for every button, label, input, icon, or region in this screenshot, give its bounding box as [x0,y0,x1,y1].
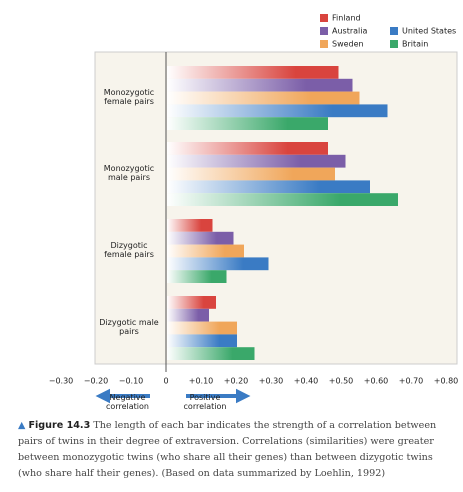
annotation: Negative correlation [106,393,149,411]
bar [167,296,216,309]
x-tick-label: +0.80 [434,377,459,386]
x-tick-label: −0.10 [119,377,144,386]
legend-swatch [320,40,328,48]
bar [167,219,213,232]
bar [167,91,360,105]
legend-label: Sweden [332,40,364,49]
figure-label: Figure 14.3 [28,420,91,431]
bar [167,270,227,283]
bar [167,244,244,258]
x-tick-label: +0.50 [329,377,354,386]
bar [167,142,328,155]
bar [167,167,335,181]
bar [167,78,353,92]
category-label: Monozygotic male pairs [103,164,155,182]
x-tick-label: +0.40 [294,377,319,386]
legend-label: United States [402,27,456,36]
legend-label: Australia [332,27,367,36]
legend-swatch [320,14,328,22]
x-tick-label: +0.10 [189,377,214,386]
category-label: Dizygotic female pairs [104,241,154,259]
bar [167,257,269,271]
x-tick-label: +0.30 [259,377,284,386]
bar [167,334,237,348]
x-tick-label: +0.20 [224,377,249,386]
x-tick-label: +0.60 [364,377,389,386]
legend-label: Finland [332,14,361,23]
negative-arrow [95,388,150,404]
legend-label: Britain [402,40,428,49]
caption: ▲ Figure 14.3 The length of each bar ind… [18,420,437,479]
category-label: Dizygotic male pairs [99,318,159,336]
caption-text: The length of each bar indicates the str… [18,420,437,479]
bar [167,347,255,360]
bar [167,117,328,130]
bar [167,193,398,206]
x-tick-label: −0.30 [49,377,74,386]
bar [167,231,234,245]
legend-swatch [390,40,398,48]
category-label: Monozygotic female pairs [103,88,155,106]
positive-arrow [186,388,251,404]
bar [167,180,370,194]
bar [167,321,237,335]
x-tick-label: +0.70 [399,377,424,386]
legend-swatch [320,27,328,35]
bar [167,66,339,79]
annotation: Positive correlation [183,393,227,411]
x-tick-label: 0 [163,377,168,386]
x-tick-label: −0.20 [84,377,109,386]
bar [167,104,388,118]
legend-swatch [390,27,398,35]
bar [167,308,209,322]
bar [167,154,346,168]
